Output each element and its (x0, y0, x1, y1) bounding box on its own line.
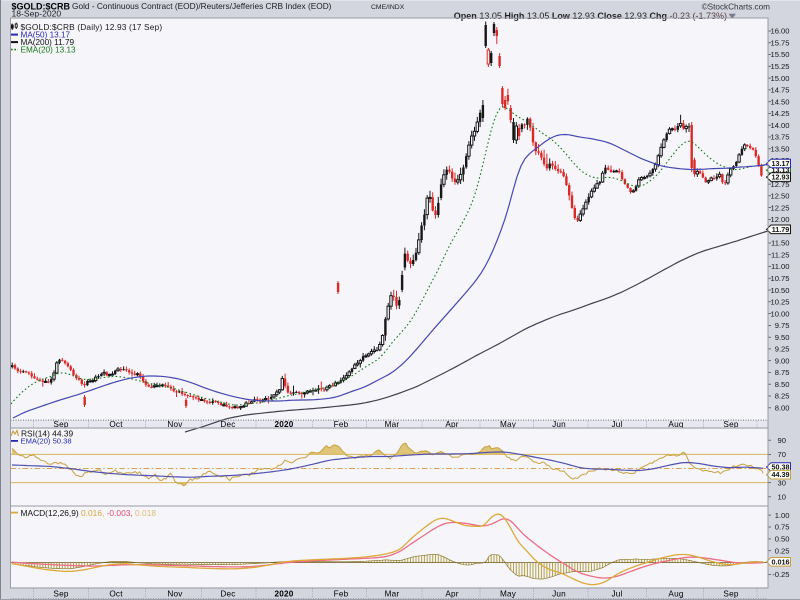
svg-text:13.75: 13.75 (770, 133, 789, 142)
svg-text:12.50: 12.50 (770, 192, 789, 201)
svg-text:Jul: Jul (611, 590, 622, 599)
svg-text:9.50: 9.50 (775, 333, 790, 342)
svg-text:Gold - Continuous Contract (EO: Gold - Continuous Contract (EOD)/Reuters… (72, 1, 332, 11)
svg-text:12.25: 12.25 (770, 203, 789, 212)
svg-text:Dec: Dec (220, 590, 235, 599)
svg-text:Sep: Sep (53, 590, 68, 599)
svg-text:May: May (500, 420, 517, 429)
svg-text:16.00: 16.00 (770, 27, 789, 36)
svg-text:8.75: 8.75 (775, 368, 790, 377)
svg-text:2020: 2020 (274, 590, 293, 599)
svg-text:8.50: 8.50 (775, 380, 790, 389)
svg-text:13.13: 13.13 (772, 166, 790, 175)
svg-text:30: 30 (778, 478, 786, 487)
svg-text:12.00: 12.00 (770, 215, 789, 224)
svg-text:11.50: 11.50 (771, 239, 789, 248)
svg-text:$GOLD:$CRB (Daily) 12.93 (17 S: $GOLD:$CRB (Daily) 12.93 (17 Sep) (21, 22, 163, 32)
svg-text:MA(200) 11.79: MA(200) 11.79 (21, 38, 75, 47)
svg-text:Feb: Feb (334, 420, 349, 429)
svg-text:0.25: 0.25 (775, 546, 790, 555)
svg-text:Oct: Oct (109, 590, 123, 599)
svg-text:13.50: 13.50 (770, 144, 789, 153)
svg-text:15.50: 15.50 (770, 50, 789, 59)
svg-text:11.00: 11.00 (771, 262, 789, 271)
svg-text:Sep: Sep (53, 420, 68, 429)
svg-text:May: May (500, 590, 517, 599)
svg-text:14.00: 14.00 (770, 121, 789, 130)
svg-text:0.50: 0.50 (775, 535, 790, 544)
svg-text:10.25: 10.25 (770, 298, 789, 307)
svg-text:Nov: Nov (167, 420, 183, 429)
svg-text:2020: 2020 (274, 420, 293, 429)
svg-text:Nov: Nov (167, 590, 183, 599)
svg-text:90: 90 (778, 436, 786, 445)
svg-text:15.75: 15.75 (770, 39, 789, 48)
svg-text:14.50: 14.50 (770, 97, 789, 106)
svg-text:70: 70 (778, 450, 786, 459)
svg-text:11.25: 11.25 (771, 250, 789, 259)
svg-text:14.25: 14.25 (770, 109, 789, 118)
svg-text:9.00: 9.00 (775, 356, 790, 365)
svg-text:MA(50) 13.17: MA(50) 13.17 (21, 31, 71, 40)
svg-text:50.38: 50.38 (772, 463, 790, 472)
svg-text:$GOLD:$CRB: $GOLD:$CRB (12, 2, 71, 12)
svg-text:CME/INDX: CME/INDX (371, 4, 405, 11)
svg-text:9.25: 9.25 (775, 345, 790, 354)
svg-text:15.25: 15.25 (770, 62, 789, 71)
svg-text:12.93: 12.93 (772, 173, 790, 182)
svg-text:EMA(20) 50.38: EMA(20) 50.38 (21, 437, 72, 446)
svg-text:9.75: 9.75 (775, 321, 790, 330)
svg-text:44.39: 44.39 (772, 470, 790, 479)
svg-text:13.17: 13.17 (772, 159, 790, 168)
svg-text:1.00: 1.00 (775, 511, 790, 520)
svg-text:10.50: 10.50 (770, 286, 789, 295)
svg-text:©StockCharts.com: ©StockCharts.com (702, 2, 771, 11)
svg-text:Aug: Aug (668, 590, 683, 599)
svg-text:8.00: 8.00 (775, 404, 790, 413)
svg-text:8.25: 8.25 (775, 392, 790, 401)
svg-text:Jul: Jul (611, 420, 622, 429)
svg-text:10.75: 10.75 (770, 274, 789, 283)
svg-text:Apr: Apr (445, 590, 458, 599)
svg-text:Mar: Mar (385, 420, 400, 429)
svg-text:0.75: 0.75 (775, 523, 790, 532)
svg-text:Sep: Sep (723, 590, 738, 599)
svg-text:Feb: Feb (334, 590, 349, 599)
svg-text:EMA(20) 13.13: EMA(20) 13.13 (21, 46, 77, 55)
svg-text:MACD(12,26,9) 0.016, -0.003, 0: MACD(12,26,9) 0.016, -0.003, 0.018 (21, 508, 157, 518)
svg-text:Apr: Apr (445, 420, 458, 429)
svg-text:-0.25: -0.25 (772, 570, 789, 579)
svg-text:Mar: Mar (385, 590, 400, 599)
svg-text:Dec: Dec (220, 420, 235, 429)
svg-text:18-Sep-2020: 18-Sep-2020 (12, 9, 62, 19)
svg-text:10: 10 (778, 493, 786, 502)
svg-text:RSI(14) 44.39: RSI(14) 44.39 (21, 429, 73, 439)
svg-text:0.016: 0.016 (772, 557, 790, 566)
svg-text:Jun: Jun (552, 420, 566, 429)
svg-text:10.00: 10.00 (770, 309, 789, 318)
svg-text:15.00: 15.00 (770, 74, 789, 83)
svg-text:Aug: Aug (668, 420, 683, 429)
svg-text:Jun: Jun (552, 590, 566, 599)
svg-text:Oct: Oct (109, 420, 123, 429)
svg-text:11.79: 11.79 (772, 225, 790, 234)
svg-text:14.75: 14.75 (770, 86, 789, 95)
svg-text:12.75: 12.75 (770, 180, 789, 189)
svg-text:Sep: Sep (723, 420, 738, 429)
svg-text:Open 13.05 High 13.05 Low 12.9: Open 13.05 High 13.05 Low 12.93 Close 12… (454, 11, 727, 21)
